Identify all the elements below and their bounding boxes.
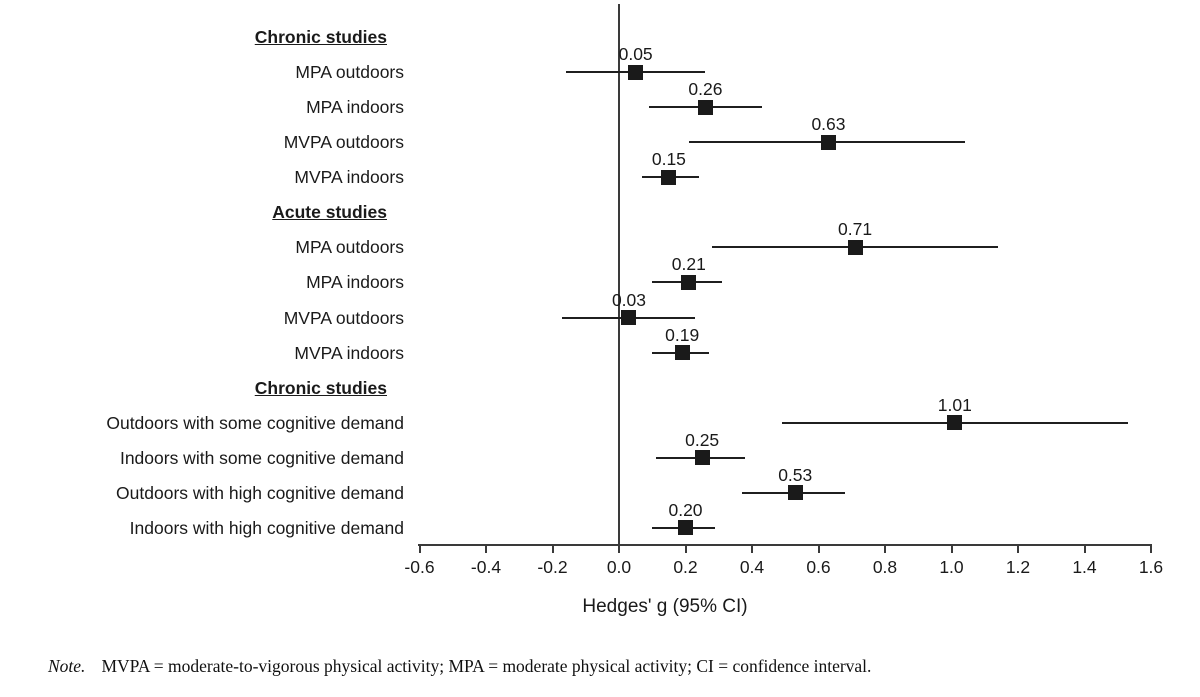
estimate-value-label: 0.15 <box>651 149 686 170</box>
x-axis-tick-label: 0.6 <box>806 557 831 577</box>
estimate-marker <box>678 520 693 536</box>
estimate-value-label: 0.03 <box>611 289 646 310</box>
x-axis-tick-label: 0.0 <box>606 557 632 577</box>
estimate-marker <box>694 450 710 466</box>
estimate-value-label: 0.19 <box>665 324 700 345</box>
x-axis-tick <box>1017 545 1019 553</box>
x-axis-tick-label: 1.2 <box>1005 557 1031 577</box>
x-axis-tick-label: 0.2 <box>673 557 698 577</box>
row-label: MPA indoors <box>306 97 404 118</box>
x-axis-tick-label: 0.4 <box>739 557 765 577</box>
note-text: MVPA = moderate-to-vigorous physical act… <box>101 656 872 676</box>
estimate-marker <box>681 274 697 290</box>
estimate-value-label: 0.26 <box>688 79 723 100</box>
estimate-value-label: 1.01 <box>937 394 972 415</box>
x-axis-tick <box>551 545 554 553</box>
x-axis-tick-label: 1.4 <box>1072 557 1097 577</box>
row-label: MVPA outdoors <box>283 307 404 328</box>
estimate-marker <box>847 239 863 255</box>
row-label: MVPA outdoors <box>283 132 404 153</box>
row-label: MPA outdoors <box>295 62 404 83</box>
x-axis-tick <box>618 545 620 553</box>
x-axis-tick-label: -0.4 <box>470 557 502 577</box>
note-prefix: Note. <box>48 656 86 676</box>
row-label: Outdoors with some cognitive demand <box>106 412 404 433</box>
estimate-value-label: 0.21 <box>671 254 706 275</box>
estimate-value-label: 0.71 <box>838 219 873 240</box>
x-axis-tick <box>418 545 421 553</box>
section-header: Chronic studies <box>254 377 387 398</box>
x-axis-line <box>418 544 1152 546</box>
estimate-value-label: 0.53 <box>778 464 813 485</box>
section-header: Acute studies <box>272 202 387 223</box>
figure-note: Note. MVPA = moderate-to-vigorous physica… <box>48 656 1188 677</box>
estimate-value-label: 0.25 <box>685 429 720 450</box>
row-label: Outdoors with high cognitive demand <box>116 482 404 503</box>
x-axis-tick <box>751 545 753 553</box>
x-axis-tick-label: 1.6 <box>1138 557 1164 577</box>
x-axis-tick <box>817 545 820 553</box>
estimate-marker <box>820 134 836 150</box>
estimate-value-label: 0.63 <box>811 114 846 135</box>
estimate-marker <box>787 485 803 501</box>
row-label: Indoors with high cognitive demand <box>129 517 404 538</box>
section-header: Chronic studies <box>254 27 387 47</box>
estimate-value-label: 0.05 <box>618 44 653 65</box>
estimate-marker <box>628 64 644 80</box>
estimate-marker <box>697 99 713 115</box>
estimate-value-label: 0.20 <box>668 499 703 520</box>
x-axis-tick <box>1083 545 1086 553</box>
x-axis-tick <box>884 545 886 553</box>
estimate-marker <box>661 169 677 185</box>
row-label: MPA indoors <box>306 272 404 293</box>
row-label: MPA outdoors <box>295 237 404 258</box>
row-label: MVPA indoors <box>294 342 404 363</box>
estimate-marker <box>947 415 963 431</box>
x-axis-tick <box>950 545 953 553</box>
row-label: Indoors with some cognitive demand <box>119 447 404 468</box>
forest-plot: Hedges' g (95% CI) Chronic studies MPA ou… <box>106 4 1164 617</box>
estimate-marker <box>621 310 637 326</box>
x-axis-title: Hedges' g (95% CI) <box>582 596 748 617</box>
x-axis-tick <box>485 545 487 553</box>
zero-reference-line <box>618 4 620 546</box>
x-axis-tick <box>684 545 687 553</box>
x-axis-tick-label: -0.6 <box>404 557 435 577</box>
x-axis-tick-label: 1.0 <box>939 557 964 577</box>
row-label: MVPA indoors <box>294 167 404 188</box>
x-axis-tick <box>1150 545 1152 553</box>
estimate-marker <box>674 345 690 361</box>
x-axis-tick-label: 0.8 <box>872 557 898 577</box>
x-axis-tick-label: -0.2 <box>537 557 568 577</box>
